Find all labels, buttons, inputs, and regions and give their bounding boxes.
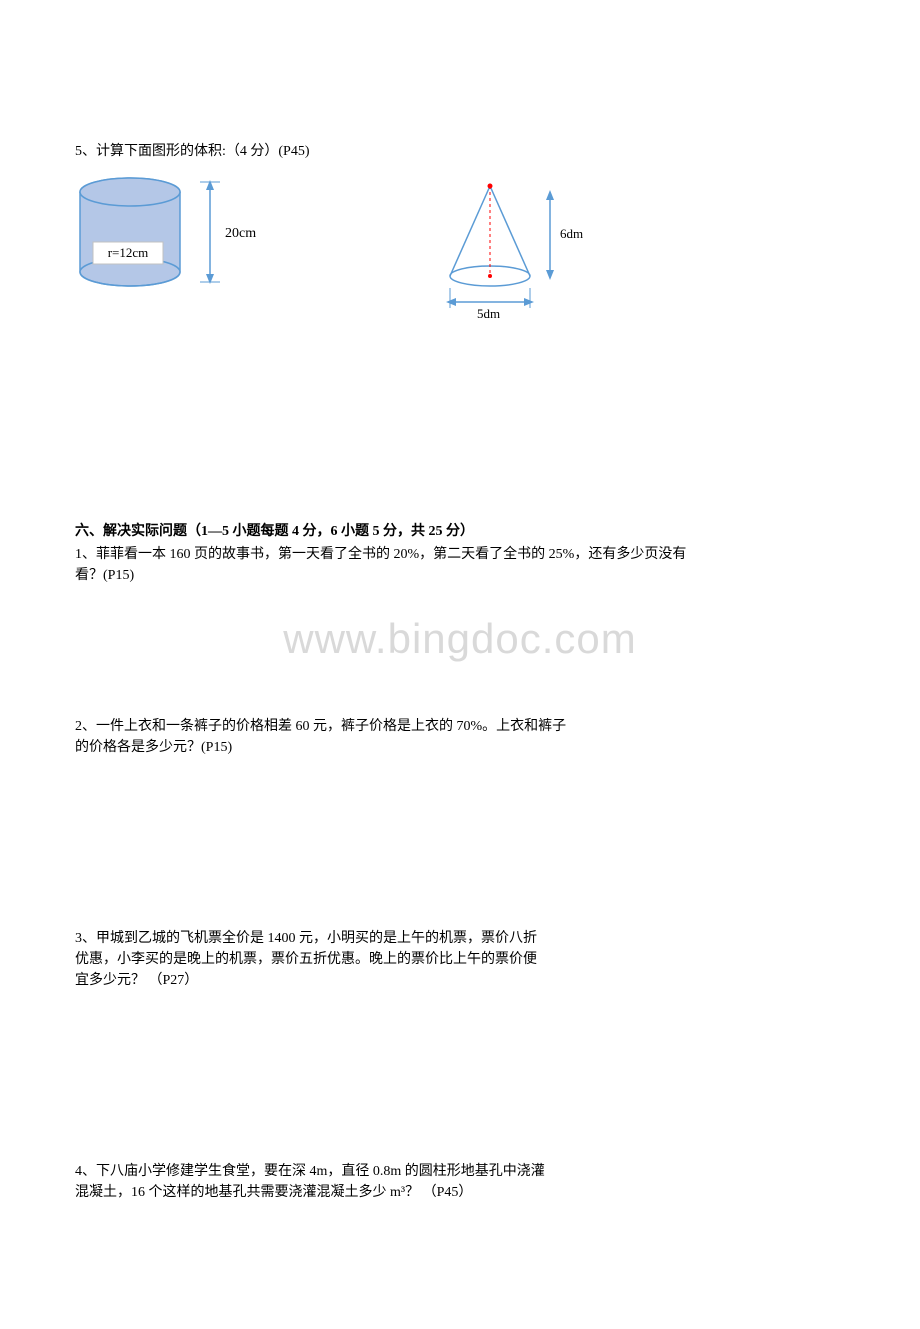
- figures-row: r=12cm 20cm: [75, 170, 845, 320]
- svg-text:5dm: 5dm: [477, 306, 500, 320]
- problem-4: 4、下八庙小学修建学生食堂，要在深 4m，直径 0.8m 的圆柱形地基孔中浇灌 …: [75, 1161, 845, 1203]
- problem-1-line2: 看？(P15): [75, 565, 845, 586]
- question-5-title: 5、计算下面图形的体积:（4 分）(P45): [75, 140, 845, 160]
- problem-4-line1: 4、下八庙小学修建学生食堂，要在深 4m，直径 0.8m 的圆柱形地基孔中浇灌: [75, 1161, 845, 1182]
- svg-text:20cm: 20cm: [225, 226, 256, 241]
- problem-2-line1: 2、一件上衣和一条裤子的价格相差 60 元，裤子价格是上衣的 70%。上衣和裤子: [75, 716, 845, 737]
- problem-1-line1: 1、菲菲看一本 160 页的故事书，第一天看了全书的 20%，第二天看了全书的 …: [75, 544, 845, 565]
- problem-4-line2: 混凝土，16 个这样的地基孔共需要浇灌混凝土多少 m³？ （P45）: [75, 1182, 845, 1203]
- problem-1: 1、菲菲看一本 160 页的故事书，第一天看了全书的 20%，第二天看了全书的 …: [75, 544, 845, 586]
- page-content: 5、计算下面图形的体积:（4 分）(P45) r=12cm: [0, 0, 920, 1267]
- problem-3-line3: 宜多少元？ （P27）: [75, 970, 845, 991]
- cone-figure: 6dm 5dm: [435, 180, 615, 320]
- svg-text:6dm: 6dm: [560, 226, 583, 241]
- section-6-title: 六、解决实际问题（1—5 小题每题 4 分，6 小题 5 分，共 25 分）: [75, 520, 845, 540]
- cylinder-figure: r=12cm 20cm: [75, 170, 295, 300]
- svg-text:r=12cm: r=12cm: [108, 245, 149, 260]
- problem-3: 3、甲城到乙城的飞机票全价是 1400 元，小明买的是上午的机票，票价八折 优惠…: [75, 928, 845, 991]
- problem-2-line2: 的价格各是多少元？(P15): [75, 737, 845, 758]
- problem-3-line2: 优惠，小李买的是晚上的机票，票价五折优惠。晚上的票价比上午的票价便: [75, 949, 845, 970]
- problem-3-line1: 3、甲城到乙城的飞机票全价是 1400 元，小明买的是上午的机票，票价八折: [75, 928, 845, 949]
- problem-2: 2、一件上衣和一条裤子的价格相差 60 元，裤子价格是上衣的 70%。上衣和裤子…: [75, 716, 845, 758]
